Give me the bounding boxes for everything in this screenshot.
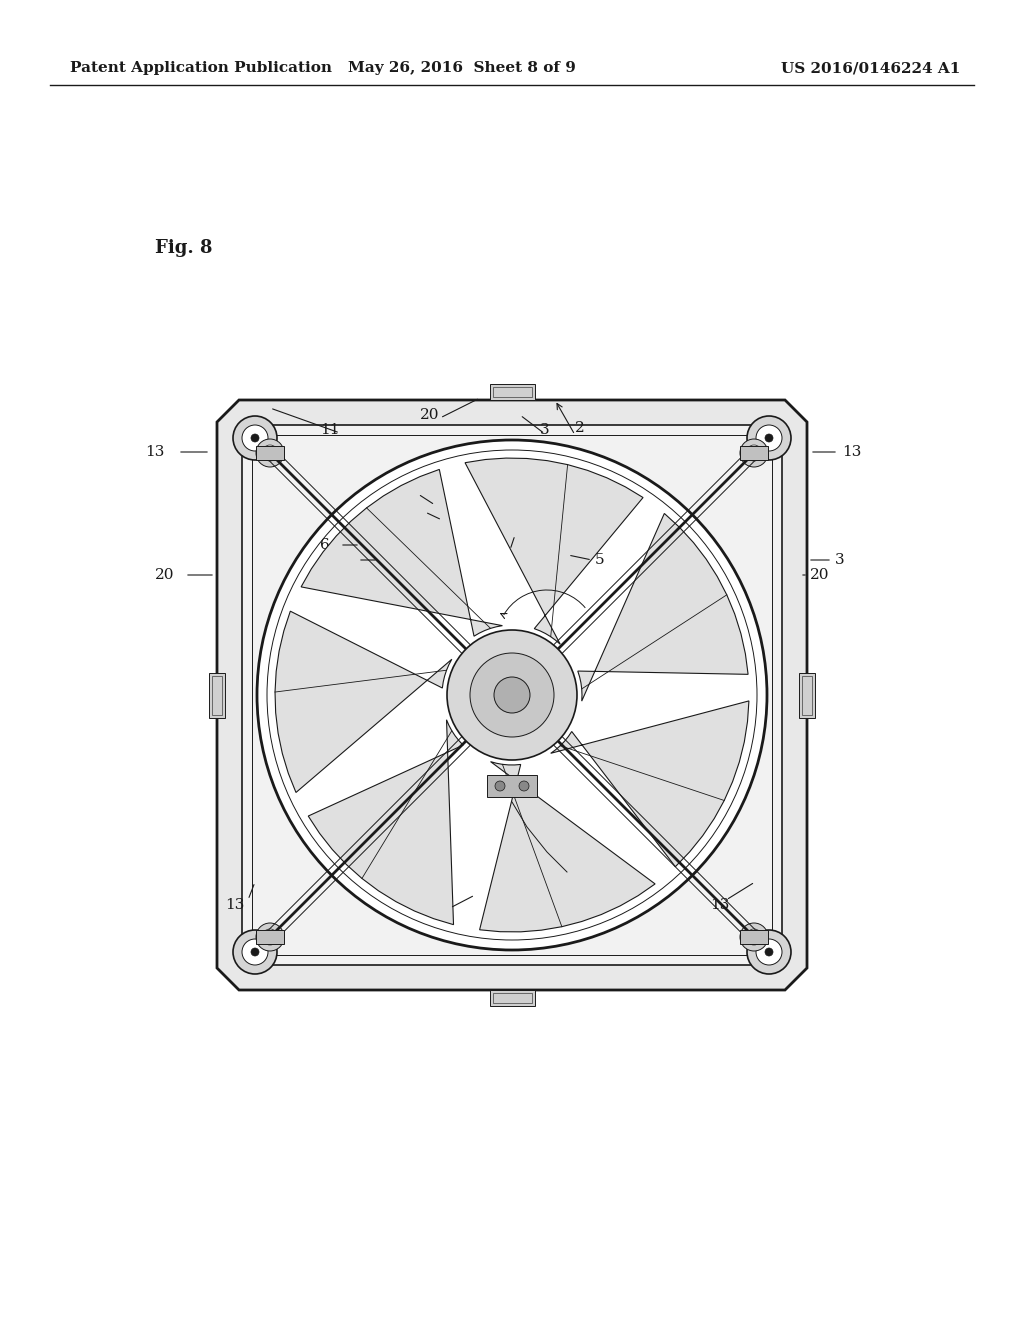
- Circle shape: [251, 434, 259, 442]
- Circle shape: [765, 434, 773, 442]
- Circle shape: [751, 935, 757, 940]
- Circle shape: [262, 929, 278, 945]
- Text: 4: 4: [400, 483, 410, 498]
- Text: 13: 13: [843, 445, 861, 459]
- Bar: [799, 672, 815, 718]
- Bar: [493, 387, 531, 397]
- Polygon shape: [301, 470, 503, 636]
- Circle shape: [470, 653, 554, 737]
- Circle shape: [262, 445, 278, 461]
- Text: 5: 5: [337, 553, 347, 568]
- Circle shape: [495, 781, 505, 791]
- Circle shape: [746, 931, 791, 974]
- Circle shape: [256, 923, 284, 950]
- Bar: [209, 672, 225, 718]
- Polygon shape: [217, 400, 807, 990]
- Polygon shape: [551, 701, 749, 867]
- Text: 13: 13: [711, 898, 730, 912]
- Text: 3: 3: [836, 553, 845, 568]
- Circle shape: [746, 416, 791, 459]
- Text: 13: 13: [225, 898, 245, 912]
- Polygon shape: [308, 719, 463, 925]
- Bar: [252, 436, 772, 954]
- Bar: [256, 931, 284, 944]
- Text: Fig. 8: Fig. 8: [155, 239, 213, 257]
- Circle shape: [233, 931, 278, 974]
- Circle shape: [242, 939, 268, 965]
- Circle shape: [740, 923, 768, 950]
- Bar: [489, 990, 535, 1006]
- Bar: [487, 775, 537, 797]
- Circle shape: [765, 948, 773, 956]
- Polygon shape: [465, 458, 643, 644]
- Circle shape: [256, 440, 284, 467]
- Polygon shape: [578, 513, 749, 701]
- Bar: [212, 676, 222, 714]
- Polygon shape: [242, 425, 782, 965]
- Text: 12: 12: [398, 503, 418, 517]
- Text: 7: 7: [505, 523, 515, 537]
- Circle shape: [267, 935, 273, 940]
- Text: 5: 5: [595, 553, 605, 568]
- Text: 6: 6: [321, 539, 330, 552]
- Text: 11: 11: [321, 422, 340, 437]
- Bar: [802, 676, 812, 714]
- Circle shape: [251, 948, 259, 956]
- Circle shape: [751, 450, 757, 455]
- Polygon shape: [479, 762, 655, 932]
- Text: 13: 13: [145, 445, 165, 459]
- Bar: [256, 446, 284, 459]
- Circle shape: [257, 440, 767, 950]
- Circle shape: [447, 630, 577, 760]
- Circle shape: [746, 445, 762, 461]
- Circle shape: [756, 425, 782, 451]
- Text: US 2016/0146224 A1: US 2016/0146224 A1: [780, 61, 961, 75]
- Bar: [493, 993, 531, 1003]
- Circle shape: [519, 781, 529, 791]
- Text: 20: 20: [420, 408, 439, 422]
- Text: 20: 20: [156, 568, 175, 582]
- Text: 2: 2: [575, 421, 585, 436]
- Circle shape: [740, 440, 768, 467]
- Bar: [740, 446, 768, 459]
- Circle shape: [233, 416, 278, 459]
- Text: Patent Application Publication: Patent Application Publication: [70, 61, 332, 75]
- Text: May 26, 2016  Sheet 8 of 9: May 26, 2016 Sheet 8 of 9: [348, 61, 575, 75]
- Circle shape: [242, 425, 268, 451]
- Text: 20: 20: [810, 568, 829, 582]
- Polygon shape: [275, 611, 452, 792]
- Circle shape: [494, 677, 530, 713]
- Circle shape: [746, 929, 762, 945]
- Text: 3: 3: [541, 422, 550, 437]
- Text: 20: 20: [425, 906, 444, 919]
- Bar: [489, 384, 535, 400]
- Circle shape: [267, 450, 273, 455]
- Bar: [740, 931, 768, 944]
- Circle shape: [756, 939, 782, 965]
